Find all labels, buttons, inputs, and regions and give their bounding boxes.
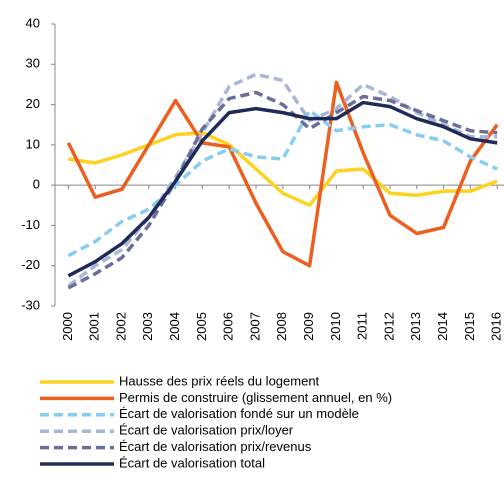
legend-label: Écart de valorisation total [119, 455, 265, 470]
legend-label: Écart de valorisation fondé sur un modèl… [119, 406, 359, 421]
x-tick-label: 2013 [408, 312, 423, 341]
legend-label: Écart de valorisation prix/loyer [119, 423, 294, 438]
x-tick-label: 2008 [274, 312, 289, 341]
x-tick-label: 2011 [355, 312, 370, 340]
x-tick-label: 2015 [462, 312, 477, 341]
series-line [68, 131, 498, 208]
x-tick-label: 2001 [87, 312, 102, 341]
x-tick-label: 2012 [381, 312, 396, 341]
x-tick-label: 2003 [140, 312, 155, 341]
x-tick-label: 2016 [489, 312, 504, 341]
x-tick-label: 2004 [167, 312, 182, 341]
legend-label: Écart de valorisation prix/revenus [119, 439, 312, 454]
y-tick-label: -20 [21, 257, 40, 272]
y-tick-label: 10 [26, 136, 40, 151]
y-tick-label: 0 [33, 177, 40, 192]
x-tick-label: 2002 [113, 312, 128, 341]
x-tick-label: 2005 [194, 312, 209, 341]
legend-label: Hausse des prix réels du logement [119, 373, 320, 388]
y-tick-label: -10 [21, 217, 40, 232]
x-tick-label: 2010 [328, 312, 343, 341]
x-tick-label: 2000 [60, 312, 75, 341]
x-tick-label: 2007 [247, 312, 262, 341]
x-tick-label: 2006 [221, 312, 236, 341]
x-tick-label: 2014 [435, 312, 450, 341]
series-line [66, 80, 499, 268]
legend-label: Permis de construire (glissement annuel,… [119, 390, 392, 405]
y-tick-label: 40 [26, 15, 40, 30]
series-line [67, 90, 498, 290]
y-tick-label: 30 [26, 56, 40, 71]
x-tick-label: 2009 [301, 312, 316, 341]
y-tick-label: 20 [26, 96, 40, 111]
series-line [67, 100, 498, 278]
y-tick-label: -30 [21, 297, 40, 312]
